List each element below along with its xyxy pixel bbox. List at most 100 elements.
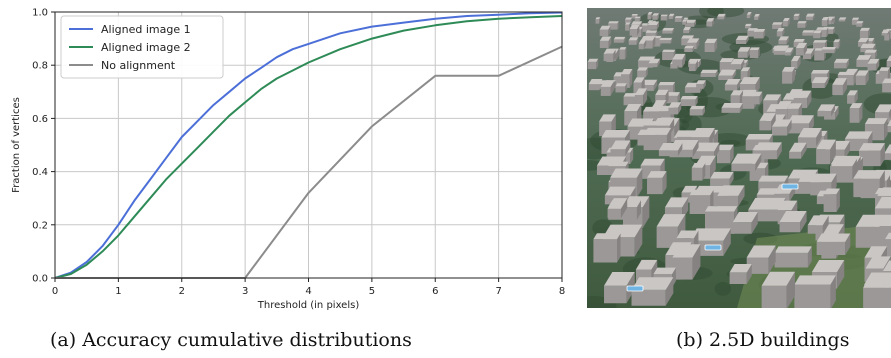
- building-roof: [811, 77, 829, 83]
- building-side: [750, 23, 752, 29]
- building-side: [732, 222, 752, 234]
- building-side: [636, 200, 641, 220]
- x-tick-label: 0: [52, 286, 58, 297]
- building-roof: [740, 67, 751, 72]
- building-side: [779, 221, 801, 233]
- building-side: [680, 99, 696, 107]
- building-side: [754, 16, 759, 20]
- building-side: [659, 40, 671, 44]
- building-side: [672, 59, 683, 66]
- building-side: [730, 144, 734, 164]
- tree-patch: [714, 281, 732, 296]
- building-side: [886, 61, 891, 67]
- building-side: [729, 171, 734, 186]
- building-roof: [625, 22, 631, 25]
- building-side: [716, 150, 731, 164]
- building-side: [834, 47, 836, 54]
- building-side: [645, 67, 648, 78]
- building-side: [807, 90, 812, 109]
- building-side: [836, 188, 840, 213]
- building-roof: [683, 17, 689, 20]
- building-side: [812, 13, 815, 21]
- building-side: [710, 178, 730, 186]
- building-side: [776, 31, 783, 37]
- building-roof: [635, 259, 658, 270]
- building-side: [652, 36, 656, 49]
- building-side: [630, 17, 633, 23]
- building-side: [749, 49, 759, 59]
- building-side: [759, 91, 763, 105]
- building-side: [790, 47, 794, 56]
- building-roof: [746, 245, 776, 258]
- building-side: [624, 47, 627, 60]
- building-roof: [763, 94, 782, 101]
- building-side: [813, 33, 821, 39]
- building-side: [608, 25, 611, 37]
- building-side: [800, 211, 807, 233]
- building-side: [772, 24, 782, 29]
- legend: Aligned image 1 Aligned image 2 No alignme…: [60, 15, 224, 79]
- building-roof: [787, 115, 814, 124]
- x-tick-label: 5: [369, 286, 375, 297]
- building-side: [844, 17, 847, 22]
- building-side: [623, 36, 626, 43]
- building-roof: [882, 260, 891, 272]
- building-roof: [882, 78, 891, 84]
- building-side: [802, 32, 814, 36]
- building-side: [786, 271, 795, 308]
- building-side: [739, 103, 743, 113]
- building-roof: [680, 95, 698, 100]
- building-side: [842, 78, 848, 96]
- building-side: [696, 83, 704, 89]
- building-roof: [732, 212, 758, 223]
- building-side: [651, 259, 658, 282]
- building-side: [717, 195, 739, 207]
- building-side: [758, 13, 760, 20]
- building-roof: [637, 67, 648, 71]
- building-roof: [864, 49, 877, 53]
- building-side: [741, 58, 745, 70]
- building-side: [884, 153, 891, 160]
- building-roof: [658, 81, 675, 86]
- building-side: [731, 163, 756, 172]
- building-side: [672, 257, 693, 280]
- building-side: [643, 88, 648, 106]
- building-side: [613, 39, 624, 43]
- building-side: [859, 30, 869, 38]
- building-side: [652, 15, 658, 20]
- building-side: [858, 150, 881, 167]
- building-side: [782, 21, 788, 27]
- building-side: [674, 17, 682, 22]
- building-side: [662, 52, 674, 61]
- building-side: [814, 50, 825, 61]
- building-side: [672, 13, 675, 20]
- building-side: [657, 13, 659, 20]
- pool: [626, 285, 644, 292]
- building-side: [615, 86, 626, 93]
- building-roof: [684, 45, 694, 49]
- building-roof: [816, 233, 851, 242]
- building-roof: [662, 49, 676, 53]
- building-side: [643, 39, 647, 50]
- building-side: [885, 287, 891, 308]
- building-roof: [857, 37, 869, 43]
- building-side: [629, 69, 633, 80]
- building-roof: [653, 267, 676, 274]
- building-side: [746, 35, 749, 44]
- building-side: [746, 257, 769, 274]
- building-side: [865, 70, 869, 86]
- building-side: [852, 158, 857, 180]
- building-roof: [624, 103, 642, 112]
- building-side: [833, 26, 835, 34]
- building-side: [719, 62, 732, 72]
- building-side: [724, 13, 726, 20]
- building-roof: [625, 17, 633, 20]
- building-roof: [748, 197, 786, 210]
- building-side: [607, 208, 621, 219]
- building-side: [650, 11, 653, 20]
- building-side: [662, 30, 673, 34]
- building-side: [817, 110, 832, 117]
- x-tick-label: 6: [432, 286, 438, 297]
- building-roof: [595, 17, 601, 20]
- building-side: [710, 155, 716, 179]
